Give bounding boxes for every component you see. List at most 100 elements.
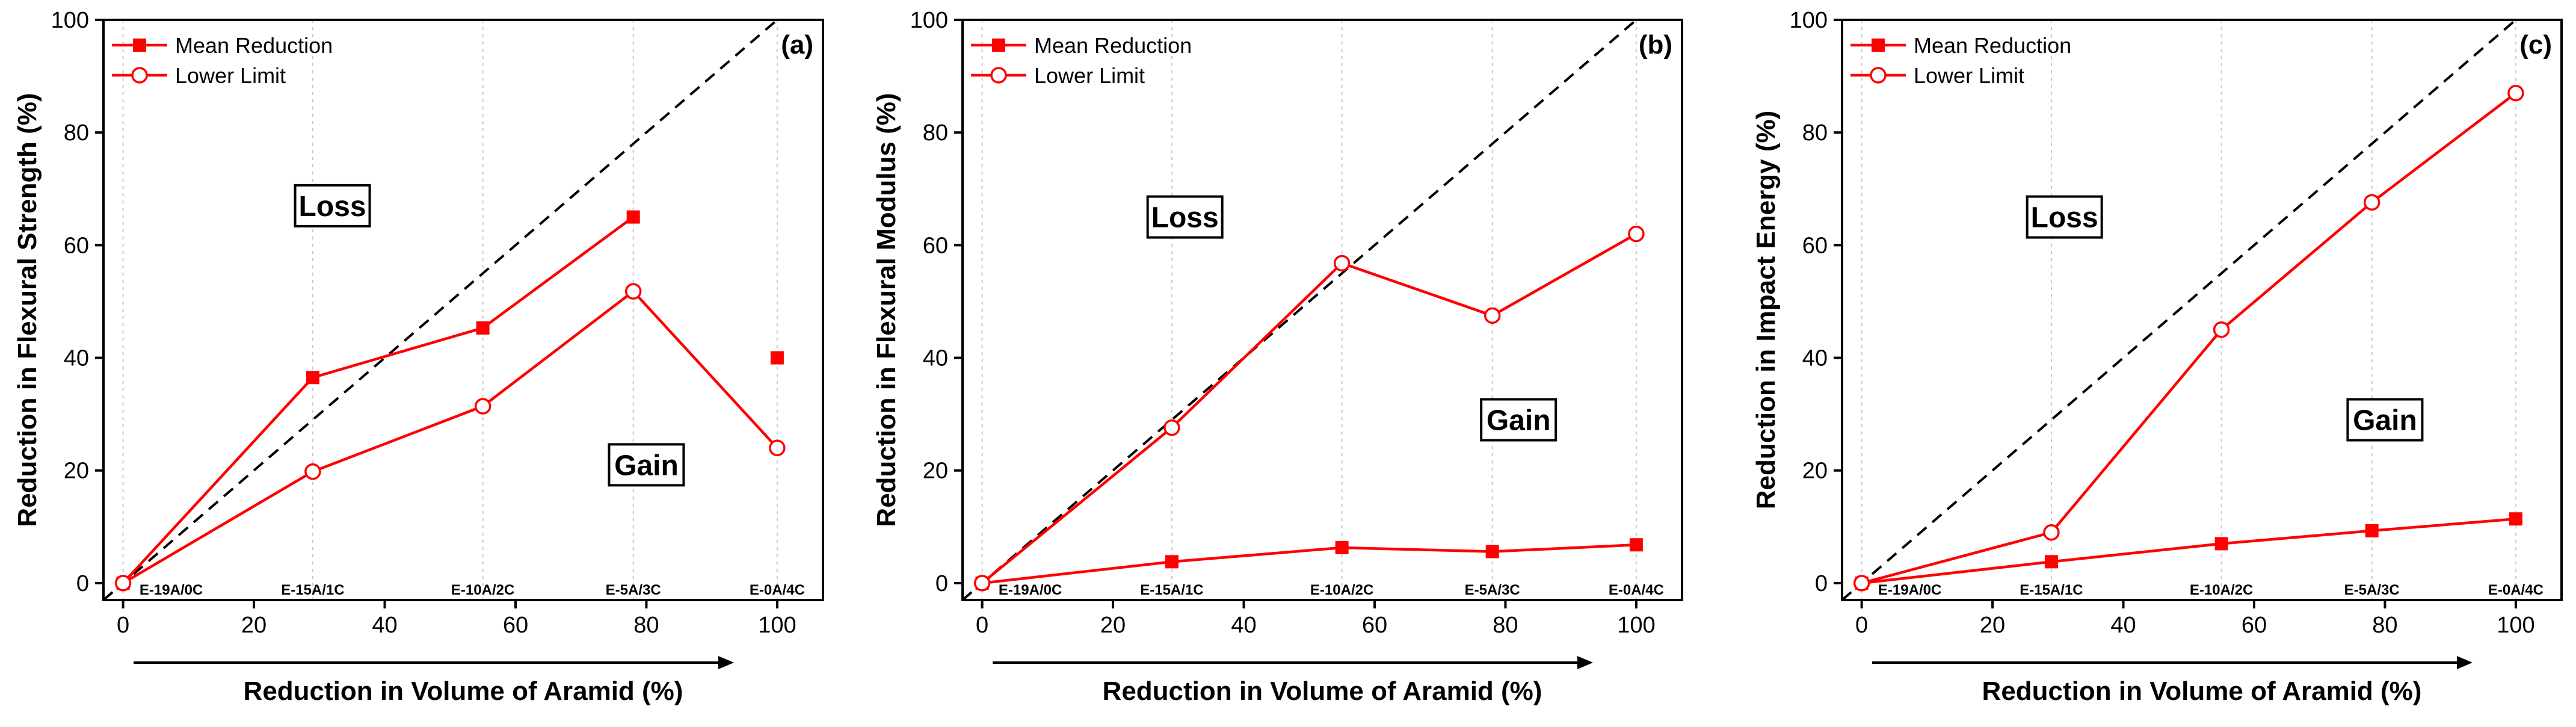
x-tick-label: 40: [2110, 613, 2136, 638]
lower-limit-point: [973, 575, 991, 592]
y-tick-label: 20: [923, 459, 948, 484]
region-label-box: [2346, 398, 2424, 442]
region-label-box: [608, 443, 685, 487]
lower-limit-point: [2043, 524, 2060, 541]
panel-label: (c): [2519, 30, 2552, 60]
y-tick-label: 80: [1802, 120, 1828, 146]
region-label-box: [1146, 195, 1224, 239]
mean-reduction-point: [2509, 512, 2522, 526]
plot-frame: [1841, 19, 2563, 601]
lower-limit-point: [1163, 419, 1180, 436]
lower-limit-point: [1333, 255, 1351, 272]
legend-label: Lower Limit: [175, 63, 286, 88]
plot-frame: [102, 19, 824, 601]
y-tick-label: 40: [1802, 346, 1828, 371]
legend-square-marker: [1872, 39, 1885, 52]
x-tick-label: 80: [2372, 613, 2397, 638]
category-label: E-10A/2C: [451, 582, 514, 598]
lower-limit-point: [2213, 321, 2230, 338]
x-tick-label: 0: [117, 613, 129, 638]
x-tick-label: 60: [2242, 613, 2267, 638]
region-label-box: [1480, 398, 1558, 442]
mean-reduction-point: [770, 351, 784, 365]
lower-limit-point: [769, 439, 786, 457]
mean-reduction-line: [982, 543, 1637, 585]
mean-reduction-point: [2214, 537, 2228, 551]
y-tick-label: 0: [76, 571, 89, 596]
panel-b: 0 20 40 60 80 100 0 20 40 60 80 100 E-19A/0C E-15A/1C…: [872, 8, 1683, 706]
legend-label: Lower Limit: [1914, 63, 2024, 88]
lower-limit-point: [304, 463, 321, 480]
lower-limit-point: [2363, 194, 2380, 211]
mean-reduction-point: [2044, 555, 2058, 569]
plot-frame: [961, 19, 1683, 601]
x-tick-label: 40: [1231, 613, 1256, 638]
y-tick-label: 40: [64, 346, 89, 371]
lower-limit-point: [474, 398, 491, 415]
lower-limit-point: [114, 575, 132, 592]
y-tick-label: 0: [935, 571, 948, 596]
y-axis-title: Reduction in Impact Energy (%): [1751, 111, 1781, 510]
x-axis-title: Reduction in Volume of Aramid (%): [244, 676, 683, 706]
lower-limit-point: [1484, 307, 1501, 324]
category-label: E-15A/1C: [1140, 582, 1203, 598]
mean-reduction-point: [626, 210, 640, 224]
lower-limit-line: [122, 289, 778, 584]
x-tick-label: 100: [2497, 613, 2534, 638]
x-tick-label: 80: [633, 613, 659, 638]
category-label: E-0A/4C: [1609, 582, 1664, 598]
x-tick-label: 0: [1855, 613, 1868, 638]
panel-label: (b): [1639, 30, 1672, 60]
y-tick-label: 100: [1790, 8, 1828, 33]
mean-reduction-point: [2365, 524, 2379, 537]
category-label: E-5A/3C: [606, 582, 661, 598]
legend-circle-marker: [990, 67, 1007, 84]
y-tick-label: 80: [64, 120, 89, 146]
panel-c: 0 20 40 60 80 100 0 20 40 60 80 100 E-19A/0C E-15A/1C…: [1751, 8, 2563, 706]
lower-limit-line: [1861, 91, 2517, 585]
legend-label: Mean Reduction: [1034, 33, 1192, 58]
x-tick-label: 20: [1980, 613, 2005, 638]
mean-reduction-point: [306, 371, 319, 385]
legend-label: Mean Reduction: [1914, 33, 2071, 58]
arrow-head: [2457, 656, 2473, 669]
x-tick-label: 60: [503, 613, 528, 638]
loss-region-label: Loss: [2031, 202, 2098, 234]
gain-region-label: Gain: [2353, 405, 2417, 437]
loss-region-label: Loss: [299, 191, 366, 223]
y-tick-label: 60: [64, 233, 89, 258]
mean-reduction-point: [1629, 538, 1643, 552]
y-tick-label: 60: [923, 233, 948, 258]
y-tick-label: 0: [1815, 571, 1828, 596]
category-label: E-5A/3C: [2344, 582, 2400, 598]
y-tick-label: 20: [1802, 459, 1828, 484]
y-axis-title: Reduction in Flexural Strength (%): [13, 93, 42, 527]
mean-reduction-line: [1861, 517, 2516, 585]
category-label: E-0A/4C: [2488, 582, 2544, 598]
x-axis-title: Reduction in Volume of Aramid (%): [1982, 676, 2422, 706]
y-tick-label: 40: [923, 346, 948, 371]
legend-label: Lower Limit: [1034, 63, 1145, 88]
y-tick-label: 60: [1802, 233, 1828, 258]
legend-label: Mean Reduction: [175, 33, 333, 58]
mean-reduction-line: [122, 215, 635, 584]
gain-region-label: Gain: [1487, 405, 1551, 437]
category-label: E-15A/1C: [281, 582, 344, 598]
region-label-box: [2026, 195, 2103, 239]
legend-square-marker: [133, 39, 146, 52]
category-label: E-19A/0C: [140, 582, 203, 598]
loss-region-label: Loss: [1151, 202, 1219, 234]
category-label: E-5A/3C: [1465, 582, 1520, 598]
x-tick-label: 100: [1617, 613, 1655, 638]
category-label: E-10A/2C: [2190, 582, 2253, 598]
lower-limit-point: [1628, 225, 1645, 243]
x-tick-label: 60: [1362, 613, 1387, 638]
mean-reduction-point: [476, 321, 490, 335]
y-tick-label: 20: [64, 459, 89, 484]
category-label: E-10A/2C: [1310, 582, 1373, 598]
diagonal-reference-line: [961, 19, 1638, 601]
mean-reduction-point: [1335, 540, 1349, 554]
x-tick-label: 20: [241, 613, 267, 638]
arrow-head: [718, 656, 734, 669]
